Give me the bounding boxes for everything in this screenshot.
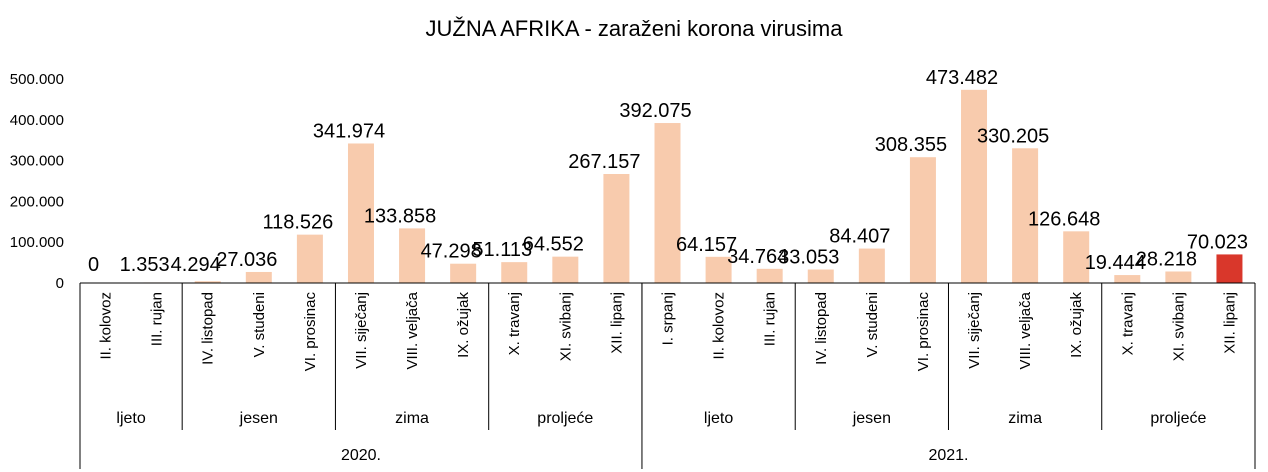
bar	[501, 262, 528, 283]
bar	[807, 269, 834, 283]
bar	[296, 234, 323, 283]
season-labels: ljeto jesen zima proljeće ljeto jesen zima prol…	[116, 410, 1206, 427]
data-label: 64.552	[523, 234, 584, 256]
month-label: VII. siječanj	[353, 292, 370, 369]
data-label: 47.298	[421, 241, 482, 263]
month-label: IV. listopad	[813, 292, 830, 365]
year-labels: 2020. 2021.	[341, 447, 969, 464]
data-label: 308.355	[875, 134, 947, 156]
data-label: 118.526	[262, 212, 333, 234]
bars	[143, 89, 1243, 284]
data-label: 392.075	[619, 100, 691, 122]
bar	[909, 157, 936, 283]
season-label: proljeće	[1150, 410, 1206, 427]
bar	[1012, 148, 1039, 283]
month-label: XII. lipanj	[608, 292, 625, 354]
season-label: jesen	[239, 410, 278, 427]
data-label: 28.218	[1136, 248, 1197, 270]
month-label: VI. prosinac	[915, 292, 932, 372]
data-label: 133.858	[364, 205, 436, 227]
month-label: III. rujan	[762, 292, 779, 346]
month-label: IV. listopad	[200, 292, 217, 365]
bar	[1114, 275, 1141, 283]
bar	[399, 228, 426, 283]
month-label: V. studeni	[864, 292, 881, 357]
y-tick-label: 0	[56, 275, 64, 292]
bar	[603, 173, 630, 283]
season-label: zima	[395, 410, 429, 427]
bar	[961, 89, 988, 284]
data-label: 19.444	[1085, 252, 1146, 274]
data-label: 1.353	[120, 254, 170, 276]
y-axis-ticks: 0 100.000 200.000 300.000 400.000 500.000	[10, 71, 64, 292]
data-label: 267.157	[568, 151, 640, 173]
bar	[347, 143, 374, 283]
data-label: 27.036	[216, 249, 277, 271]
data-label: 126.648	[1028, 208, 1100, 230]
bar	[450, 263, 477, 283]
month-label: II. kolovoz	[98, 292, 115, 360]
year-label: 2020.	[341, 447, 381, 464]
bar	[756, 268, 783, 283]
month-label: IX. ožujak	[455, 292, 472, 358]
bar	[1063, 231, 1090, 283]
data-label: 84.407	[829, 226, 890, 248]
y-tick-label: 100.000	[10, 234, 64, 251]
season-label: ljeto	[704, 410, 733, 427]
data-label: 0	[88, 254, 99, 276]
month-label: XI. svibanj	[557, 292, 574, 361]
category-axis	[79, 282, 1256, 469]
month-label: I. srpanj	[660, 292, 677, 345]
data-label: 330.205	[977, 125, 1049, 147]
data-label: 64.157	[676, 234, 737, 256]
month-label: V. studeni	[251, 292, 268, 357]
month-label: VII. siječanj	[966, 292, 983, 369]
y-tick-label: 500.000	[10, 71, 64, 88]
y-tick-label: 300.000	[10, 153, 64, 170]
month-label: II. kolovoz	[711, 292, 728, 360]
bar	[705, 256, 732, 283]
bar	[552, 256, 579, 283]
month-label: VIII. veljača	[404, 291, 421, 369]
bar	[1165, 271, 1192, 283]
data-label: 4.294	[171, 254, 221, 276]
data-label: 341.974	[313, 120, 385, 142]
data-label: 33.053	[778, 247, 839, 269]
chart-title: JUŽNA AFRIKA - zaraženi korona virusima	[426, 16, 844, 41]
data-label: 473.482	[926, 67, 998, 89]
month-label: XII. lipanj	[1221, 292, 1238, 354]
month-label: VIII. veljača	[1017, 291, 1034, 369]
data-label: 34.764	[727, 246, 788, 268]
season-label: ljeto	[116, 410, 145, 427]
year-label: 2021.	[928, 447, 968, 464]
y-tick-label: 400.000	[10, 112, 64, 129]
season-label: zima	[1008, 410, 1042, 427]
season-label: jesen	[852, 410, 891, 427]
data-label: 51.113	[472, 239, 532, 261]
bar	[858, 248, 885, 283]
data-label: 70.023	[1187, 231, 1248, 253]
month-labels: II. kolovoz III. rujan IV. listopad V. stud…	[98, 291, 1239, 371]
month-label: XI. svibanj	[1170, 292, 1187, 361]
bar	[245, 271, 272, 283]
bar	[194, 281, 221, 283]
month-label: VI. prosinac	[302, 292, 319, 372]
y-tick-label: 200.000	[10, 193, 64, 210]
season-label: proljeće	[537, 410, 593, 427]
bar	[1216, 254, 1243, 283]
month-label: IX. ožujak	[1068, 292, 1085, 358]
month-label: III. rujan	[149, 292, 166, 346]
bar	[654, 123, 681, 283]
month-label: X. travanj	[1119, 292, 1136, 355]
month-label: X. travanj	[506, 292, 523, 355]
